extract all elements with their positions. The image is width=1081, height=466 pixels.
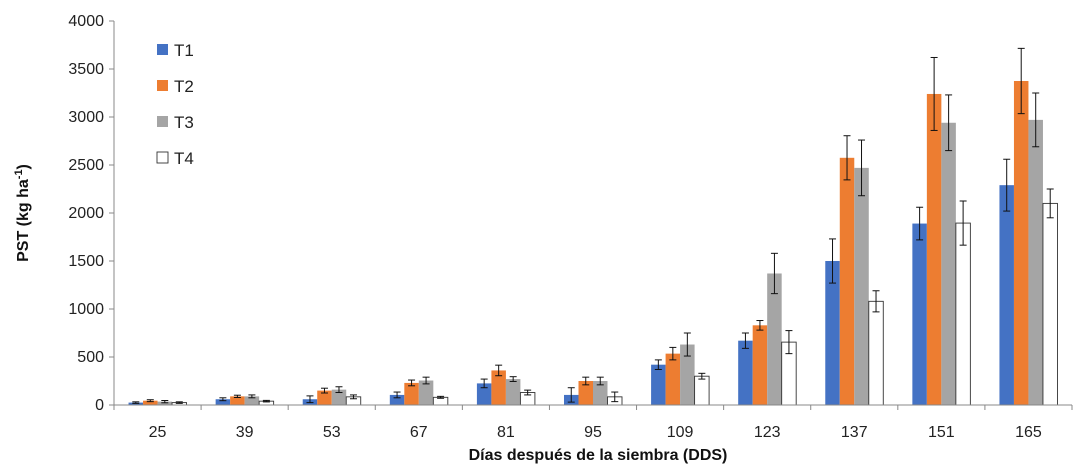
legend-label-t2: T2 [174, 77, 194, 96]
bar-t3 [157, 401, 173, 405]
bar-t1 [476, 383, 492, 405]
x-tick-label: 151 [928, 424, 955, 441]
bar-t1 [999, 185, 1014, 405]
bar-t3 [854, 167, 869, 405]
bar-t2 [317, 390, 332, 405]
x-tick-label: 137 [841, 424, 868, 441]
legend-swatch-t4 [156, 151, 169, 164]
y-tick-label: 0 [95, 397, 104, 414]
x-tick-label: 25 [149, 424, 167, 441]
bar-t2 [230, 396, 245, 405]
legend-swatch-t1 [157, 44, 168, 55]
bar-t4 [694, 375, 710, 406]
bar-t2 [1013, 81, 1029, 405]
bar-t3 [1028, 119, 1043, 405]
legend-label-t1: T1 [174, 41, 194, 60]
legend-label-t3: T3 [174, 113, 194, 132]
y-axis-title: PST (kg ha-1) [13, 164, 32, 262]
bar-t2 [578, 381, 593, 405]
x-axis-title: Días después de la siembra (DDS) [469, 447, 728, 464]
bar-t2 [926, 93, 942, 406]
x-tick-label: 95 [584, 424, 602, 441]
x-tick-label: 165 [1015, 424, 1042, 441]
bar-t1 [912, 223, 927, 405]
bar-t1 [651, 364, 666, 405]
bar-t3 [505, 379, 521, 405]
x-tick-label: 67 [410, 424, 428, 441]
bar-t3 [244, 396, 260, 405]
x-tick-label: 123 [754, 424, 781, 441]
bar-t2 [665, 353, 681, 405]
bar-t2 [404, 382, 419, 405]
bar-t3 [593, 381, 608, 405]
bar-t1 [215, 399, 231, 405]
y-tick-label: 2000 [68, 205, 104, 222]
bar-t3 [331, 389, 347, 405]
bar-t4 [955, 222, 971, 406]
bar-t3 [767, 273, 782, 405]
y-axis-title-superscript: -1 [13, 169, 25, 179]
bar-t2 [839, 157, 855, 405]
y-tick-label: 500 [77, 349, 104, 366]
x-tick-label: 53 [323, 424, 341, 441]
y-tick-label: 1500 [68, 253, 104, 270]
legend-swatch-t2 [157, 80, 168, 91]
y-tick-label: 3500 [68, 61, 104, 78]
y-tick-label: 2500 [68, 157, 104, 174]
bar-t3 [941, 122, 956, 405]
y-tick-label: 3000 [68, 109, 104, 126]
y-axis-title-end: ) [15, 164, 32, 169]
x-tick-label: 39 [236, 424, 254, 441]
x-tick-label: 109 [667, 424, 694, 441]
bar-t1 [389, 394, 405, 405]
bar-t1 [825, 261, 840, 405]
bar-t2 [491, 370, 506, 405]
bar-t1 [738, 340, 753, 405]
bar-t2 [752, 325, 768, 405]
bar-t2 [143, 400, 158, 405]
y-axis-title-main: PST (kg ha [15, 179, 32, 262]
bar-t3 [680, 344, 695, 405]
y-tick-label: 4000 [68, 13, 104, 30]
y-tick-label: 1000 [68, 301, 104, 318]
x-tick-label: 81 [497, 424, 515, 441]
legend-swatch-t3 [157, 116, 168, 127]
bar-t4 [868, 300, 884, 406]
bar-t3 [418, 380, 434, 405]
legend-label-t4: T4 [174, 149, 194, 168]
bar-t4 [1042, 202, 1058, 406]
